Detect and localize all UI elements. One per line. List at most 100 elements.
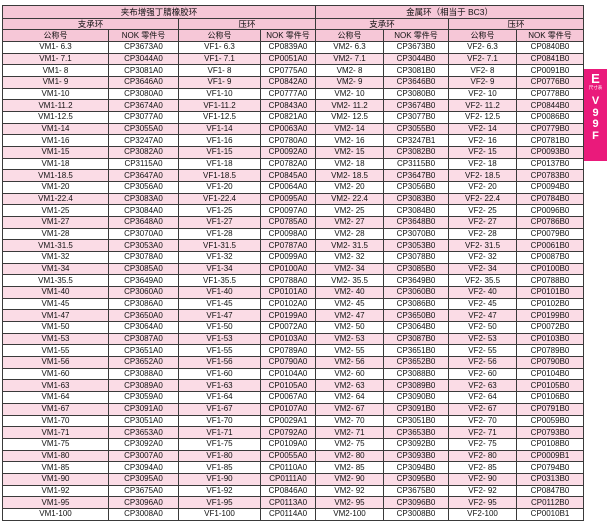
cell: VF2- 20 (448, 181, 518, 194)
cell: VM1-75 (2, 437, 109, 451)
cell: VM1-85 (2, 461, 109, 474)
cell: CP3080A0 (108, 87, 179, 101)
table-row: VM1-18.5 CP3647A0 VF1-18.5 CP0845A0 VM2- 18.… (2, 169, 585, 183)
cell: VF2- 50 (448, 321, 518, 334)
cell: VM2- 55 (315, 344, 385, 358)
cell: CP3650A0 (108, 309, 179, 323)
table-row: VM1-67 CP3091A0 VF1-67 CP0107A0 VM2- 67 CP309… (2, 402, 585, 416)
cell: CP0790A0 (259, 356, 317, 369)
table-row: VM1-80 CP3007A0 VF1-80 CP0055A0 VM2- 80 CP309… (2, 449, 585, 463)
cell: VF2- 85 (448, 461, 518, 474)
cell: VF2- 28 (448, 227, 518, 241)
cell: VF1-32 (178, 251, 261, 264)
cell: VF2-100 (448, 507, 518, 522)
cell: VF2- 80 (448, 449, 518, 463)
table-row: VM1-15 CP3082A0 VF1-15 CP0092A0 VM2- 15 CP308… (2, 146, 585, 159)
cell: VF2- 47 (448, 309, 518, 323)
col-header-nok-1: NOK 零件号 (108, 29, 179, 42)
cell: VF1-40 (178, 286, 261, 299)
cell: CP0840B0 (516, 41, 585, 54)
cell: CP3674B0 (383, 99, 450, 113)
cell: VF2- 12.5 (448, 111, 518, 124)
cell: VM1-18.5 (2, 169, 109, 183)
cell: CP3078B0 (383, 251, 450, 264)
cell: CP3096A0 (108, 496, 179, 509)
table-row: VM1-11.2 CP3674A0 VF1-11.2 CP0843A0 VM2- 11.… (2, 99, 585, 113)
cell: CP0792A0 (259, 426, 317, 439)
tab-section-letter: E (591, 71, 600, 86)
cell: VF2- 53 (448, 332, 518, 346)
cell: VM1-100 (2, 507, 109, 522)
cell: VM1-60 (2, 367, 109, 381)
cell: CP3085A0 (108, 262, 179, 276)
table-row: VM1-85 CP3094A0 VF1-85 CP0110A0 VM2- 85 CP309… (2, 461, 585, 474)
table-row: VM1-95 CP3096A0 VF1-95 CP0113A0 VM2- 95 CP309… (2, 496, 585, 509)
cell: VF2- 40 (448, 286, 518, 299)
cell: CP3077B0 (383, 111, 450, 124)
cell: VM1-92 (2, 484, 109, 498)
cell: VF1-56 (178, 356, 261, 369)
cell: CP3044A0 (108, 52, 179, 66)
cell: VM2- 15 (315, 146, 385, 159)
cell: VF2- 27 (448, 216, 518, 229)
cell: CP3653B0 (383, 426, 450, 439)
cell: CP3650B0 (383, 309, 450, 323)
cell: VM1-90 (2, 472, 109, 486)
cell: VF1-27 (178, 216, 261, 229)
cell: CP3247B1 (383, 134, 450, 148)
cell: CP0788B0 (516, 274, 585, 288)
cell: VM1-14 (2, 122, 109, 136)
cell: CP0113A0 (259, 496, 317, 509)
cell: CP3056A0 (108, 181, 179, 194)
cell: VM2- 63 (315, 379, 385, 393)
cell: CP3059A0 (108, 391, 179, 404)
col-header-nominal-4: 公称号 (448, 29, 518, 42)
cell: CP0067A0 (259, 391, 317, 404)
cell: CP0092A0 (259, 146, 317, 159)
cell: CP3646B0 (383, 76, 450, 89)
cell: VF1-18 (178, 157, 261, 171)
cell: CP3648B0 (383, 216, 450, 229)
cell: VM1- 7.1 (2, 52, 109, 66)
cell: CP0055A0 (259, 449, 317, 463)
cell: CP0313B0 (516, 472, 585, 486)
cell: CP0099A0 (259, 251, 317, 264)
cell: VF1-45 (178, 297, 261, 311)
table-row: VM1-71 CP3653A0 VF1-71 CP0792A0 VM2- 71 CP365… (2, 426, 585, 439)
cell: VF2- 45 (448, 297, 518, 311)
cell: CP0100A0 (259, 262, 317, 276)
cell: VM2- 50 (315, 321, 385, 334)
cell: CP3649A0 (108, 274, 179, 288)
cell: VF2- 6.3 (448, 41, 518, 54)
cell: VM2- 67 (315, 402, 385, 416)
cell: VF2- 95 (448, 496, 518, 509)
cell: CP3008B0 (383, 507, 450, 522)
cell: CP0777A0 (259, 87, 317, 101)
cell: VM1-27 (2, 216, 109, 229)
cell: CP3089B0 (383, 379, 450, 393)
cell: VM1-63 (2, 379, 109, 393)
cell: VF2- 15 (448, 146, 518, 159)
cell: VM2- 47 (315, 309, 385, 323)
table-row: VM1-28 CP3070A0 VF1-28 CP0098A0 VM2- 28 CP307… (2, 227, 585, 241)
cell: CP0098A0 (259, 227, 317, 241)
cell: VM1-40 (2, 286, 109, 299)
cell: VF2- 71 (448, 426, 518, 439)
cell: CP3088B0 (383, 367, 450, 381)
table-row: VM1-55 CP3651A0 VF1-55 CP0789A0 VM2- 55 CP365… (2, 344, 585, 358)
cell: CP3115A0 (108, 157, 179, 171)
cell: CP0103A0 (259, 332, 317, 346)
cell: VF1-15 (178, 146, 261, 159)
cell: VF1-12.5 (178, 111, 261, 124)
cell: VF2- 92 (448, 484, 518, 498)
cell: CP0846A0 (259, 484, 317, 498)
table-row: VM1-56 CP3652A0 VF1-56 CP0790A0 VM2- 56 CP365… (2, 356, 585, 369)
table-row: VM1-32 CP3078A0 VF1-32 CP0099A0 VM2- 32 CP307… (2, 251, 585, 264)
col-header-nominal-3: 公称号 (315, 29, 385, 42)
cell: CP3070B0 (383, 227, 450, 241)
section-header-row: 夹布增强丁腈橡胶环 金属环（相当于 BC3） (1, 5, 585, 19)
cell: CP3095B0 (383, 472, 450, 486)
cell: CP3083B0 (383, 192, 450, 206)
table-row: VM1-75 CP3092A0 VF1-75 CP0109A0 VM2- 75 CP309… (2, 437, 585, 451)
group-header-row: 支承环 压环 支承环 压环 (2, 18, 585, 30)
